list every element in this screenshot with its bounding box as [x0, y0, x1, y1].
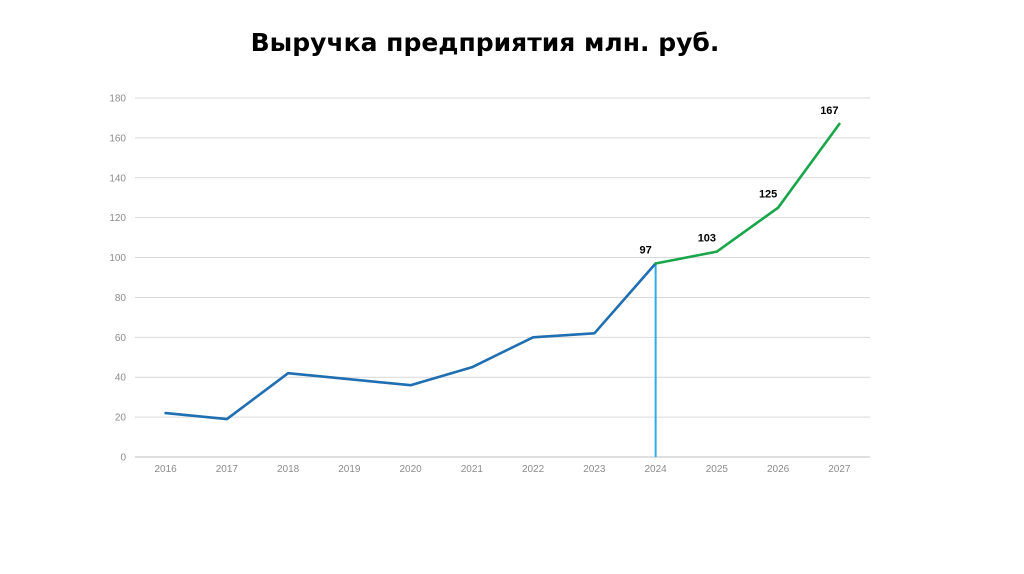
grid — [135, 97, 870, 458]
y-tick-label: 40 — [115, 373, 127, 384]
x-tick-label: 2026 — [767, 464, 790, 475]
data-label: 125 — [759, 189, 777, 201]
x-tick-label: 2022 — [522, 464, 545, 475]
data-label: 167 — [820, 105, 838, 117]
x-axis: 2016 2017 2018 2019 2020 2021 2022 2023 2024 2025… — [155, 464, 851, 475]
x-tick-label: 2024 — [645, 464, 668, 475]
y-axis: 0 20 40 60 80 100 120 140 160 180 — [109, 94, 126, 464]
data-labels: 97 103 125 167 — [640, 105, 839, 257]
x-tick-label: 2017 — [216, 464, 239, 475]
y-tick-label: 60 — [115, 333, 127, 344]
x-tick-label: 2016 — [155, 464, 178, 475]
x-tick-label: 2021 — [461, 464, 484, 475]
series-line-2 — [654, 122, 841, 265]
y-tick-label: 20 — [115, 413, 127, 424]
x-tick-label: 2019 — [338, 464, 361, 475]
y-tick-label: 140 — [109, 173, 126, 184]
y-tick-label: 80 — [115, 293, 127, 304]
y-tick-label: 180 — [109, 94, 126, 105]
y-tick-label: 100 — [109, 253, 126, 264]
x-tick-label: 2018 — [277, 464, 300, 475]
y-tick-label: 120 — [109, 213, 126, 224]
series-lines — [164, 122, 841, 421]
series-line-1 — [164, 262, 657, 421]
data-label: 103 — [698, 233, 716, 245]
y-tick-label: 0 — [120, 453, 126, 464]
x-tick-label: 2027 — [828, 464, 851, 475]
x-tick-label: 2023 — [583, 464, 606, 475]
data-label: 97 — [640, 245, 652, 257]
chart-title: Выручка предприятия млн. руб. — [250, 28, 720, 57]
x-tick-label: 2020 — [400, 464, 423, 475]
y-tick-label: 160 — [109, 133, 126, 144]
x-tick-label: 2025 — [706, 464, 729, 475]
